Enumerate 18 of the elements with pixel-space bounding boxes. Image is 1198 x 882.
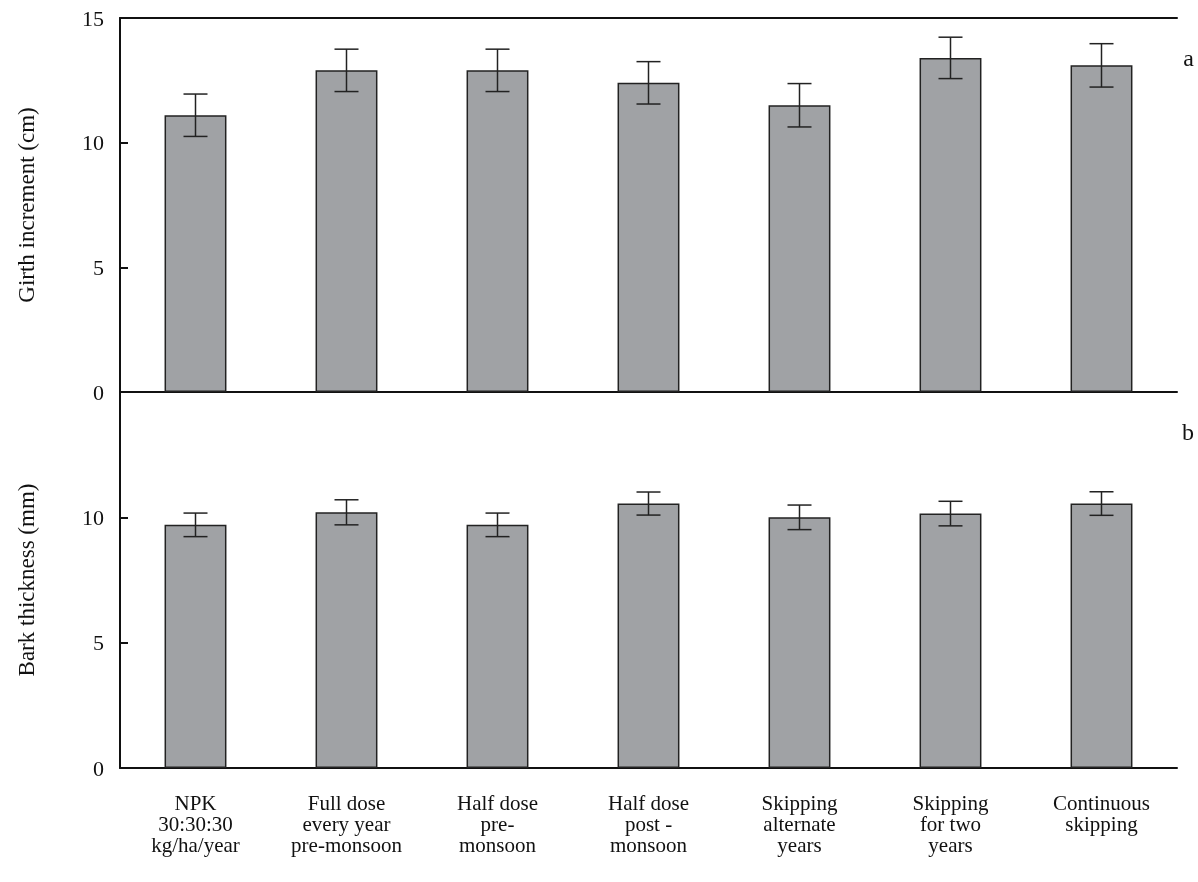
x-tick-label: Full dose every year pre-monsoon bbox=[291, 790, 403, 857]
x-tick-label: Half dose pre- monsoon bbox=[456, 790, 539, 857]
y-tick-label: 5 bbox=[93, 630, 104, 656]
y-tick-label: 0 bbox=[93, 379, 104, 405]
y-tick-label: 10 bbox=[82, 130, 104, 156]
y-axis-title: Girth increment (cm) bbox=[14, 107, 39, 303]
y-tick-label: 15 bbox=[82, 5, 104, 31]
y-tick-label: 10 bbox=[82, 504, 104, 530]
x-tick-label: Half dose post - monsoon bbox=[607, 790, 690, 857]
text: a bbox=[1183, 45, 1195, 71]
x-tick-label: Skipping for two years bbox=[912, 790, 989, 857]
x-tick-label: Continuous skipping bbox=[1053, 790, 1150, 836]
y-tick-label: 0 bbox=[93, 755, 104, 781]
text: b bbox=[1182, 419, 1194, 445]
y-axis-title: Bark thickness (mm) bbox=[14, 483, 39, 677]
x-tick-label: Skipping alternate years bbox=[761, 790, 838, 857]
x-tick-label: NPK 30:30:30 kg/ha/year bbox=[151, 790, 240, 857]
y-tick-label: 5 bbox=[93, 254, 104, 280]
